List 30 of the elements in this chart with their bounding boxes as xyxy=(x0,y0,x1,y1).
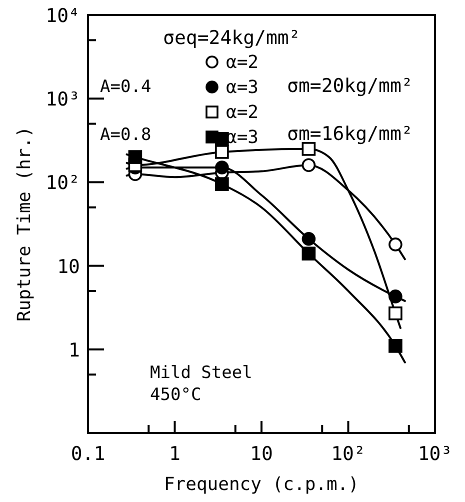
annotation: A=0.8 xyxy=(100,125,152,145)
legend-label: α=2 xyxy=(226,52,259,73)
point xyxy=(388,306,402,320)
point xyxy=(388,238,402,252)
point xyxy=(215,145,229,159)
annotation: σeq=24kg/mm² xyxy=(163,27,300,49)
legend-label: α=3 xyxy=(226,77,259,98)
point xyxy=(302,158,316,172)
annotation: σm=16kg/mm² xyxy=(287,123,413,145)
point xyxy=(302,232,316,246)
point xyxy=(388,290,402,304)
annotation: 450°C xyxy=(150,385,202,405)
y-tick-label: 10³ xyxy=(46,88,80,111)
x-tick-label: 10³ xyxy=(418,443,452,465)
y-tick-label: 1 xyxy=(68,339,80,362)
y-tick-label: 10 xyxy=(57,256,80,278)
annotation: A=0.4 xyxy=(100,77,152,97)
y-axis-title: Rupture Time (hr.) xyxy=(14,126,35,322)
legend-label: α=2 xyxy=(226,102,259,123)
x-tick-label: 1 xyxy=(169,443,180,465)
point xyxy=(128,150,142,164)
x-axis-title: Frequency (c.p.m.) xyxy=(164,474,360,495)
annotation: Mild Steel xyxy=(150,363,252,383)
annotation: σm=20kg/mm² xyxy=(287,75,413,97)
x-tick-label: 0.1 xyxy=(70,443,106,465)
x-tick-label: 10² xyxy=(331,443,366,465)
y-tick-label: 10² xyxy=(46,172,80,194)
y-tick-label: 10⁴ xyxy=(46,5,80,27)
x-tick-label: 10 xyxy=(250,443,273,465)
point xyxy=(215,160,229,174)
